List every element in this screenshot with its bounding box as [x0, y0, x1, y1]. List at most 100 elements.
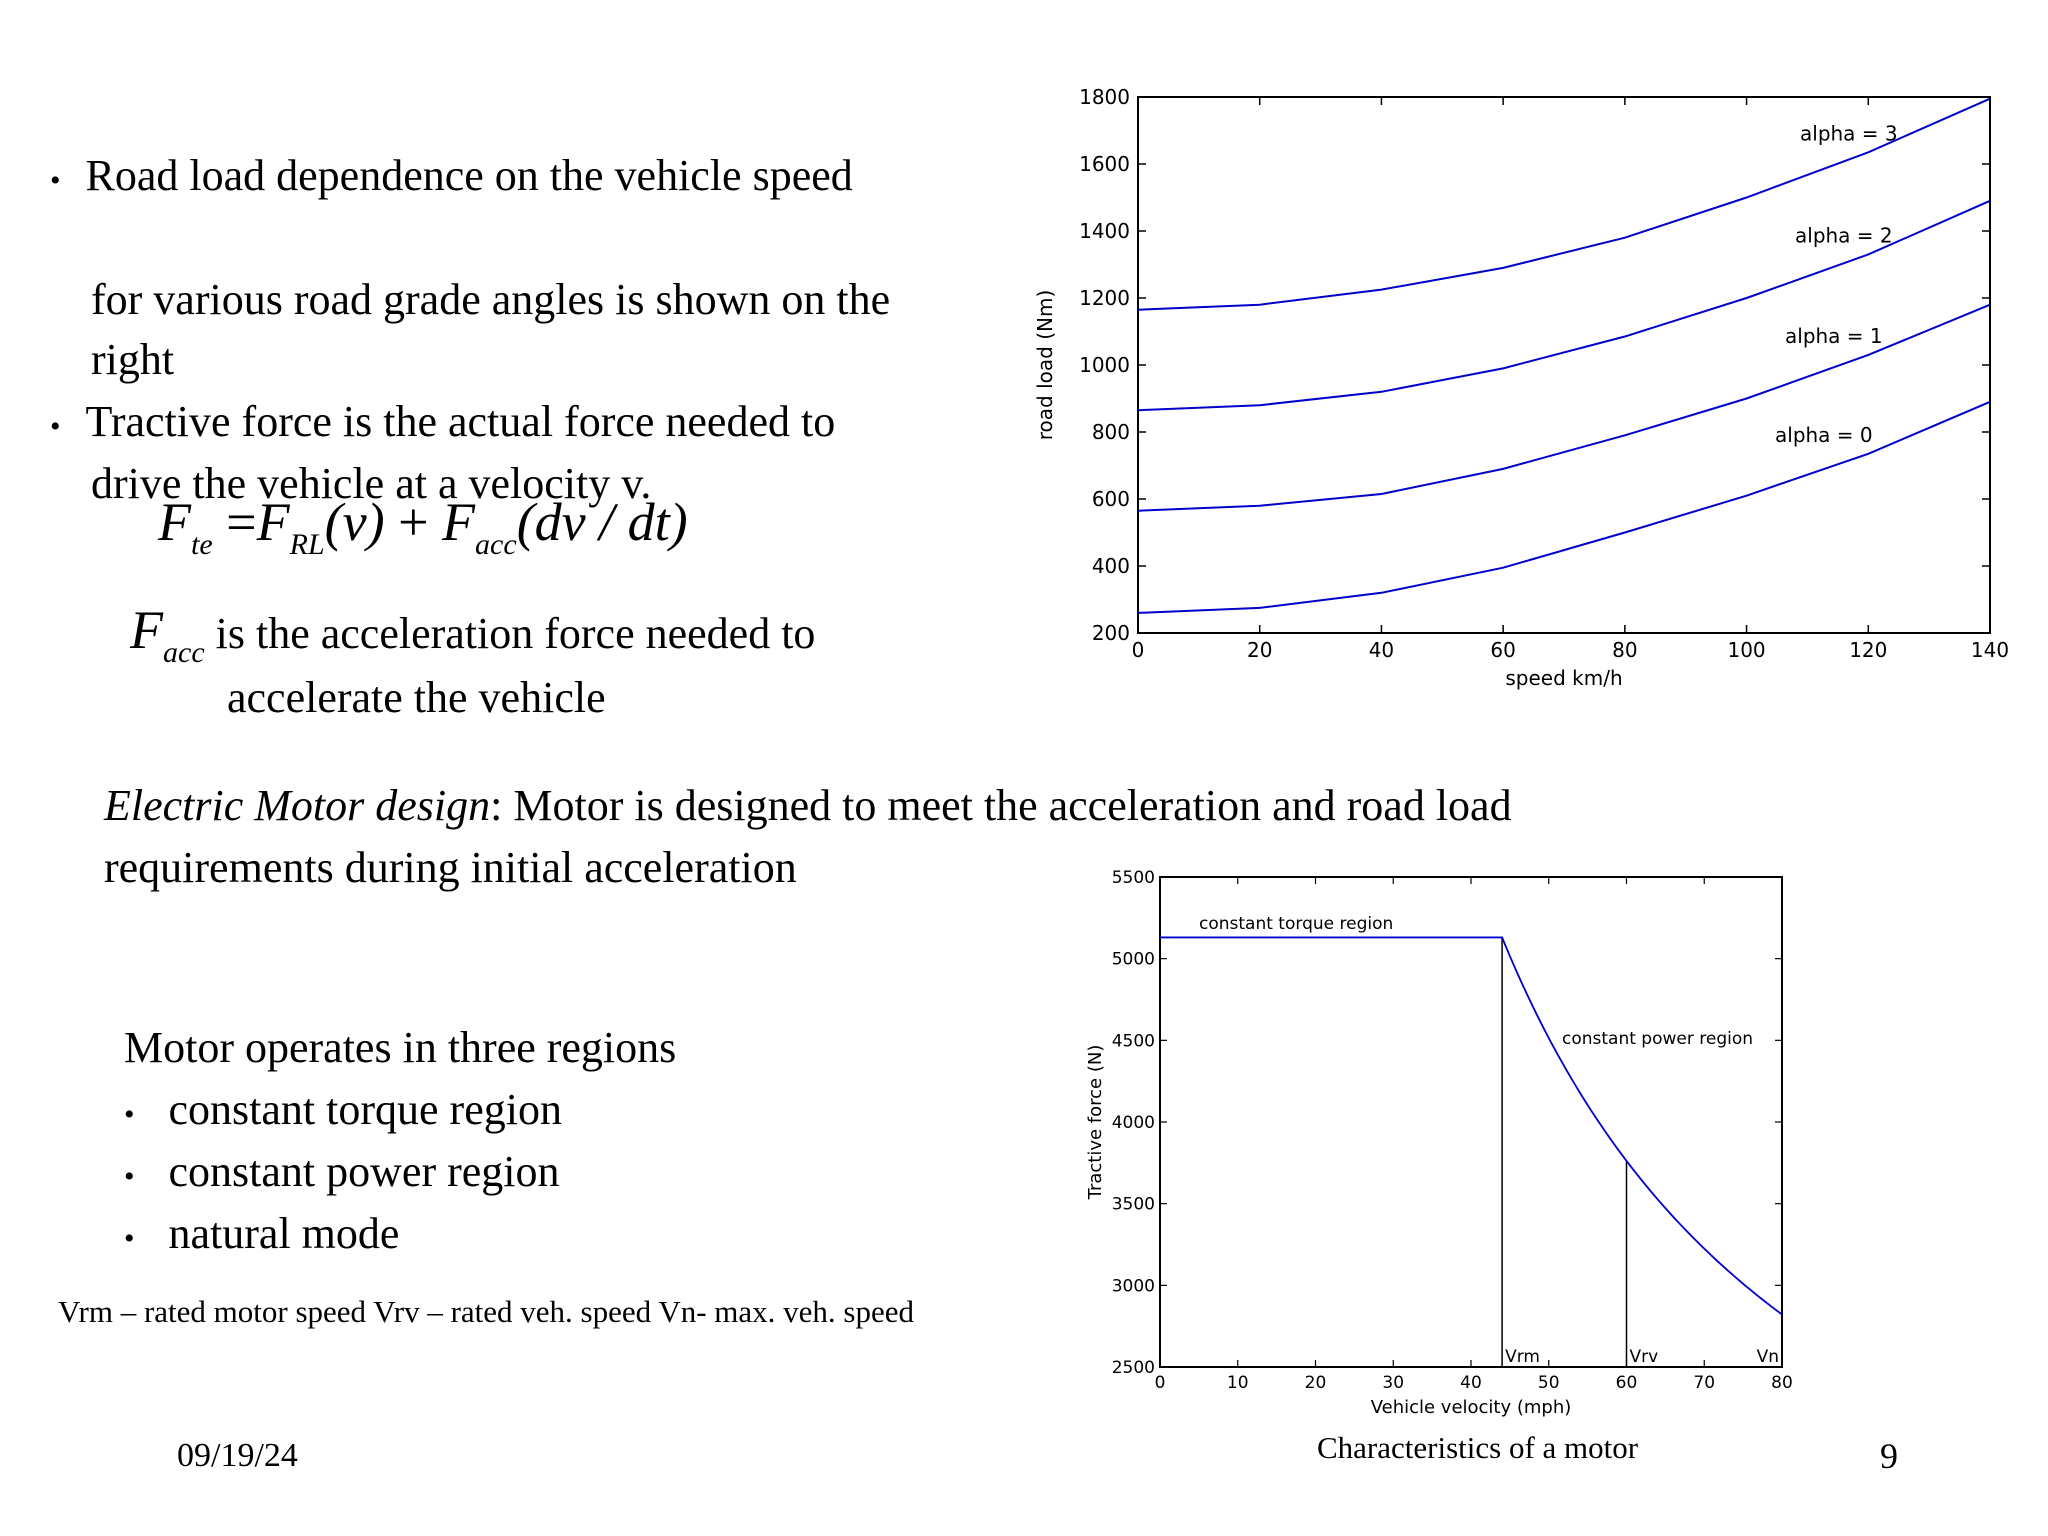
tractive-force-equation: Fte =FRL(v) + Facc(dv / dt) [158, 492, 688, 561]
bullet-road-load-text: Road load dependence on the vehicle spee… [85, 151, 853, 200]
x-tick-label: 50 [1538, 1373, 1560, 1393]
eq-f-rl: F [256, 492, 290, 552]
eq-f-te: F [158, 492, 191, 552]
speed-marker-label: Vn [1757, 1347, 1779, 1367]
facc-description-text: is the acceleration force needed to [204, 609, 816, 658]
road-load-axis-ticks: 0 20 40 60 80 100 120 140 200 400 600 800 1000 1200 14… [1079, 85, 2009, 662]
y-tick-label: 1800 [1079, 85, 1130, 109]
y-tick-label: 2500 [1112, 1358, 1155, 1378]
motor-design-title: Electric Motor design [104, 781, 491, 830]
region-item-text: constant torque region [168, 1085, 562, 1134]
y-tick-label: 3500 [1112, 1195, 1155, 1215]
bullet-dot: • [124, 1160, 135, 1193]
x-tick-label: 140 [1971, 638, 2009, 662]
tractive-force-x-axis-label: Vehicle velocity (mph) [1371, 1397, 1572, 1418]
bullet-dot: • [50, 164, 61, 197]
y-tick-label: 600 [1092, 487, 1130, 511]
road-load-line [1137, 199, 1991, 412]
facc-description-line2: accelerate the vehicle [227, 673, 606, 722]
series-label: alpha = 0 [1775, 423, 1873, 447]
y-tick-label: 1200 [1079, 286, 1130, 310]
y-tick-label: 1600 [1079, 152, 1130, 176]
y-tick-label: 4000 [1112, 1113, 1155, 1133]
bullet-dot: • [50, 410, 61, 443]
slide-date: 09/19/24 [177, 1437, 298, 1474]
bullet-dot: • [124, 1098, 135, 1131]
x-tick-label: 0 [1155, 1373, 1166, 1393]
x-tick-label: 20 [1305, 1373, 1327, 1393]
y-tick-label: 1000 [1079, 353, 1130, 377]
regions-heading: Motor operates in three regions [124, 1023, 677, 1072]
facc-subscript: acc [163, 636, 205, 669]
region-item: • natural mode [124, 1204, 399, 1269]
eq-sub-rl: RL [289, 528, 325, 561]
page-number: 9 [1880, 1436, 1898, 1476]
bullet-dot: • [124, 1222, 135, 1255]
series-label: alpha = 3 [1800, 121, 1898, 145]
y-tick-label: 400 [1092, 554, 1130, 578]
x-tick-label: 0 [1132, 638, 1145, 662]
tractive-force-series [1160, 936, 1783, 1316]
bullet-tractive-force-text: Tractive force is the actual force neede… [85, 397, 836, 446]
x-tick-label: 120 [1849, 638, 1887, 662]
facc-symbol: F [130, 600, 163, 660]
motor-design-paragraph: Electric Motor design: Motor is designed… [104, 776, 1512, 836]
x-tick-label: 80 [1771, 1373, 1793, 1393]
eq-equals: = [212, 492, 257, 552]
x-tick-label: 70 [1693, 1373, 1715, 1393]
speed-marker-label: Vrm [1505, 1347, 1540, 1367]
y-tick-label: 1400 [1079, 219, 1130, 243]
eq-arg-dvdt: (dv / dt) [516, 492, 688, 552]
x-tick-label: 10 [1227, 1373, 1249, 1393]
road-grade-line-end: right [91, 335, 175, 384]
tractive-force-y-axis-label: Tractive force (N) [1085, 1045, 1106, 1201]
x-tick-label: 60 [1490, 638, 1515, 662]
x-tick-label: 40 [1460, 1373, 1482, 1393]
facc-description: Facc is the acceleration force needed to [130, 600, 815, 669]
eq-plus: + [384, 492, 443, 552]
series-label: alpha = 2 [1795, 223, 1893, 247]
eq-sub-acc: acc [475, 528, 517, 561]
tractive-force-line [1160, 936, 1783, 1316]
tractive-force-plot-frame [1159, 876, 1783, 1368]
x-tick-label: 30 [1382, 1373, 1404, 1393]
road-load-line [1137, 303, 1991, 512]
x-tick-label: 100 [1727, 638, 1765, 662]
road-load-series-labels: alpha = 0 alpha = 1 alpha = 2 alpha = 3 [1775, 121, 1898, 447]
y-tick-label: 3000 [1112, 1276, 1155, 1296]
y-tick-label: 200 [1092, 621, 1130, 645]
constant-power-annotation: constant power region [1562, 1029, 1753, 1049]
y-tick-label: 4500 [1112, 1031, 1155, 1051]
speed-marker-label: Vrv [1630, 1347, 1659, 1367]
figure-caption: Characteristics of a motor [1317, 1430, 1639, 1465]
x-tick-label: 20 [1247, 638, 1272, 662]
tractive-force-axis-ticks: 0 10 20 30 40 50 60 70 80 2500 3000 3500 4000 4500 500… [1112, 868, 1793, 1393]
road-load-y-axis-label: road load (Nm) [1033, 290, 1057, 440]
road-load-line [1137, 400, 1991, 614]
road-grade-line: for various road grade angles is shown o… [91, 275, 891, 324]
region-item-text: constant power region [168, 1147, 560, 1196]
speed-legend-note: Vrm – rated motor speed Vrv – rated veh.… [58, 1294, 914, 1329]
eq-sub-te: te [191, 528, 213, 561]
motor-design-line2: requirements during initial acceleration [104, 843, 797, 892]
motor-design-text: : Motor is designed to meet the accelera… [490, 781, 1512, 830]
y-tick-label: 800 [1092, 420, 1130, 444]
x-tick-label: 60 [1616, 1373, 1638, 1393]
x-tick-label: 40 [1369, 638, 1394, 662]
series-label: alpha = 1 [1785, 324, 1883, 348]
x-tick-label: 80 [1612, 638, 1637, 662]
bullet-road-load: • Road load dependence on the vehicle sp… [50, 146, 853, 211]
road-load-series [1137, 97, 1991, 614]
y-tick-label: 5000 [1112, 950, 1155, 970]
eq-arg-v: (v) [324, 492, 385, 552]
region-item: • constant power region [124, 1142, 560, 1207]
eq-f-acc: F [442, 492, 476, 552]
y-tick-label: 5500 [1112, 868, 1155, 888]
tractive-force-speed-markers: Vrm Vrv Vn [1501, 937, 1783, 1367]
road-load-line [1137, 97, 1991, 311]
road-load-x-axis-label: speed km/h [1505, 666, 1622, 690]
region-item-text: natural mode [168, 1209, 400, 1258]
region-item: • constant torque region [124, 1080, 562, 1145]
